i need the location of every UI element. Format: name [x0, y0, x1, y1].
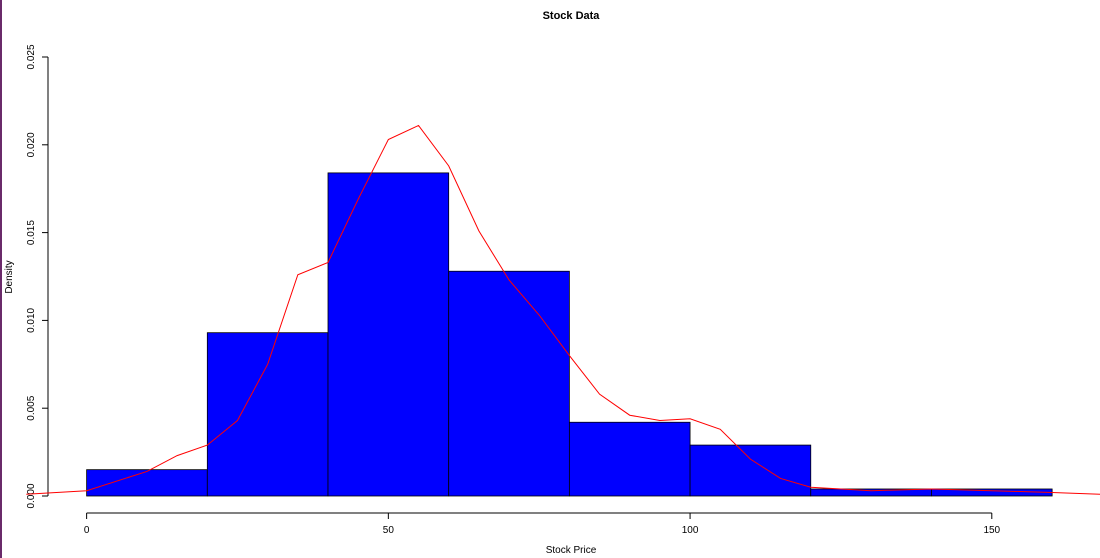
window-border: [0, 0, 2, 558]
x-tick-label: 100: [682, 525, 699, 536]
bar: [448, 270, 570, 497]
y-tick-label: 0.020: [26, 132, 37, 157]
y-tick-label: 0.000: [26, 483, 37, 508]
x-tick-label: 0: [84, 525, 90, 536]
y-tick-label: 0.015: [26, 220, 37, 245]
x-axis-label: Stock Price: [546, 545, 597, 556]
bar: [568, 421, 691, 497]
x-tick-label: 150: [983, 525, 1000, 536]
bar: [689, 444, 812, 497]
bar: [206, 332, 329, 497]
x-tick-label: 50: [383, 525, 395, 536]
bar: [931, 488, 1053, 497]
density-curve: [26, 124, 1100, 495]
y-tick-label: 0.025: [26, 44, 37, 69]
bar: [86, 469, 208, 497]
y-tick-label: 0.005: [26, 395, 37, 420]
bar: [327, 172, 450, 497]
y-tick-label: 0.010: [26, 307, 37, 332]
bar: [810, 488, 932, 497]
y-axis-label: Density: [4, 260, 15, 293]
chart-title: Stock Data: [543, 10, 601, 22]
